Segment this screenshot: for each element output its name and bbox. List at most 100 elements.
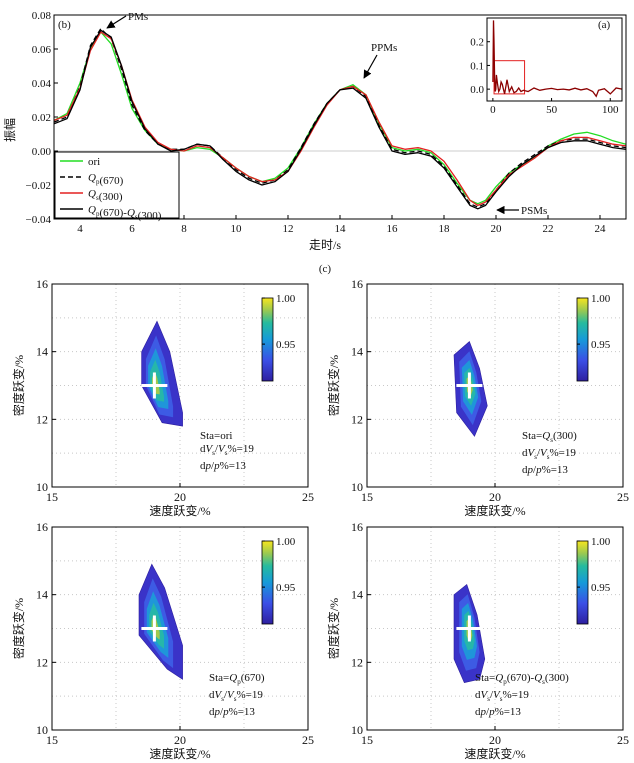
- inset-x-tick-label: 50: [546, 104, 558, 116]
- map-y-tick-label: 10: [351, 723, 363, 737]
- colorbar-tick-label: 0.95: [591, 582, 611, 594]
- legend-entry: Qp(670)-Qs(300): [88, 204, 162, 222]
- inset-trace: [492, 20, 623, 98]
- colorbar-tick-label: 0.95: [276, 582, 296, 594]
- annotation-PMs: PMs: [128, 11, 148, 23]
- series-line-Qp(670): [53, 27, 627, 208]
- map-y-tick-label: 16: [351, 520, 363, 534]
- velocity-jump-label: dVs/Vs%=19: [522, 447, 576, 462]
- colorbar-tick-label: 1.00: [276, 536, 296, 548]
- map-x-tick-label: 20: [489, 733, 501, 747]
- colorbar-tick-label: 1.00: [591, 536, 611, 548]
- map-y-axis-label: 密度跃变/%: [11, 598, 26, 659]
- x-tick-label: 16: [387, 223, 399, 235]
- map-x-tick-label: 25: [302, 490, 314, 504]
- legend-entry: Qp(670): [88, 172, 124, 187]
- station-label: Sta=Qp(670)-Qs(300): [475, 672, 569, 687]
- y-axis-label: 振幅: [2, 118, 17, 142]
- inset-x-tick-label: 0: [490, 104, 496, 116]
- map-y-tick-label: 12: [36, 412, 48, 426]
- x-tick-label: 8: [181, 223, 187, 235]
- map-y-tick-label: 12: [36, 655, 48, 669]
- colorbar: [576, 297, 589, 382]
- y-tick-label: 0.00: [32, 146, 52, 158]
- annotation-arrow: [363, 54, 378, 79]
- inset-y-tick-label: 0.2: [470, 37, 484, 49]
- map-y-axis-label: 密度跃变/%: [11, 355, 26, 416]
- x-tick-label: 4: [77, 223, 83, 235]
- inset-x-tick-label: 100: [602, 104, 619, 116]
- station-annotation-Qs(300): Sta=Qs(300) dVs/Vs%=19 dp/p%=13: [522, 430, 577, 477]
- map-x-tick-label: 20: [174, 490, 186, 504]
- colorbar: [576, 540, 589, 625]
- map-y-tick-label: 14: [36, 588, 48, 602]
- inset-background: [487, 18, 622, 101]
- annotation-PPMs: PPMs: [371, 42, 397, 54]
- velocity-jump-label: dVs/Vs%=19: [209, 689, 263, 704]
- colorbar-tick-label: 1.00: [591, 293, 611, 305]
- series-line-Qp(670)-Qs(300): [53, 29, 627, 210]
- map-y-tick-label: 14: [351, 588, 363, 602]
- map-y-tick-label: 12: [351, 412, 363, 426]
- map-x-tick-label: 15: [361, 733, 373, 747]
- colorbar-tick-label: 0.95: [276, 339, 296, 351]
- map-x-tick-label: 20: [174, 733, 186, 747]
- map-y-tick-label: 16: [351, 277, 363, 291]
- x-tick-label: 14: [335, 223, 347, 235]
- x-tick-label: 22: [543, 223, 554, 235]
- map-x-axis-label: 速度跃变/%: [149, 746, 210, 761]
- x-tick-label: 20: [491, 223, 503, 235]
- velocity-jump-label: dVs/Vs%=19: [475, 689, 529, 704]
- density-jump-label: dp/p%=13: [522, 464, 568, 477]
- annotation-arrow: [106, 15, 127, 29]
- y-tick-label: −0.02: [26, 180, 51, 192]
- misfit-map-Qp(670): 15 20 25 10 12 14 16 速度跃变/% 密度跃变/% 0.95 1.00: [11, 520, 314, 761]
- station-annotation-Qp(670)-Qs(300): Sta=Qp(670)-Qs(300) dVs/Vs%=19 dp/p%=13: [475, 672, 569, 719]
- map-x-tick-label: 20: [489, 490, 501, 504]
- misfit-map-ori: 15 20 25 10 12 14 16 速度跃变/% 密度跃变/% 0.95 1.00: [11, 277, 314, 518]
- inset-y-tick-label: 0.0: [470, 84, 484, 96]
- map-y-tick-label: 10: [36, 480, 48, 494]
- x-tick-label: 24: [595, 223, 607, 235]
- map-x-tick-label: 15: [46, 490, 58, 504]
- map-y-tick-label: 12: [351, 655, 363, 669]
- misfit-map-Qs(300): 15 20 25 10 12 14 16 速度跃变/% 密度跃变/% 0.95 1.00: [326, 277, 629, 518]
- inset-frame: [486, 17, 623, 102]
- map-x-axis-label: 速度跃变/%: [464, 746, 525, 761]
- panel-label-a: (a): [598, 19, 611, 31]
- map-y-tick-label: 16: [36, 277, 48, 291]
- station-label: Sta=ori: [200, 430, 233, 442]
- colorbar-tick-label: 0.95: [591, 339, 611, 351]
- station-annotation-Qp(670): Sta=Qp(670) dVs/Vs%=19 dp/p%=13: [209, 672, 265, 719]
- map-x-tick-label: 15: [361, 490, 373, 504]
- legend-entry: ori: [88, 156, 100, 168]
- y-tick-label: 0.04: [32, 78, 52, 90]
- map-y-axis-label: 密度跃变/%: [326, 598, 341, 659]
- x-axis-label: 走时/s: [309, 238, 341, 252]
- density-jump-label: dp/p%=13: [475, 706, 521, 719]
- panel-c-misfit-maps: (c) 15 20 25 10 12 14 16 速度跃变/% 密度跃变/% 0.95 1.00 15 2…: [11, 263, 629, 761]
- panel-label-c: (c): [319, 263, 332, 275]
- misfit-map-Qp(670)-Qs(300): 15 20 25 10 12 14 16 速度跃变/% 密度跃变/% 0.95 1.00: [326, 520, 629, 761]
- colorbar: [261, 540, 274, 625]
- map-x-axis-label: 速度跃变/%: [464, 503, 525, 518]
- station-annotation-ori: Sta=ori dVs/Vs%=19 dp/p%=13: [200, 430, 254, 473]
- map-y-tick-label: 14: [351, 345, 363, 359]
- y-tick-label: 0.08: [32, 10, 52, 22]
- panel-label-b: (b): [58, 19, 71, 31]
- density-jump-label: dp/p%=13: [209, 706, 255, 719]
- map-y-tick-label: 14: [36, 345, 48, 359]
- map-x-tick-label: 25: [617, 490, 629, 504]
- panel-a-inset: 0 50 100 0.0 0.1 0.2 (a): [470, 17, 623, 116]
- y-tick-label: 0.02: [32, 112, 51, 124]
- map-x-tick-label: 25: [617, 733, 629, 747]
- x-tick-label: 18: [439, 223, 451, 235]
- inset-y-tick-label: 0.1: [470, 60, 484, 72]
- x-tick-label: 10: [231, 223, 243, 235]
- map-x-tick-label: 25: [302, 733, 314, 747]
- map-y-tick-label: 16: [36, 520, 48, 534]
- x-tick-label: 6: [129, 223, 135, 235]
- map-x-axis-label: 速度跃变/%: [149, 503, 210, 518]
- station-label: Sta=Qp(670): [209, 672, 265, 687]
